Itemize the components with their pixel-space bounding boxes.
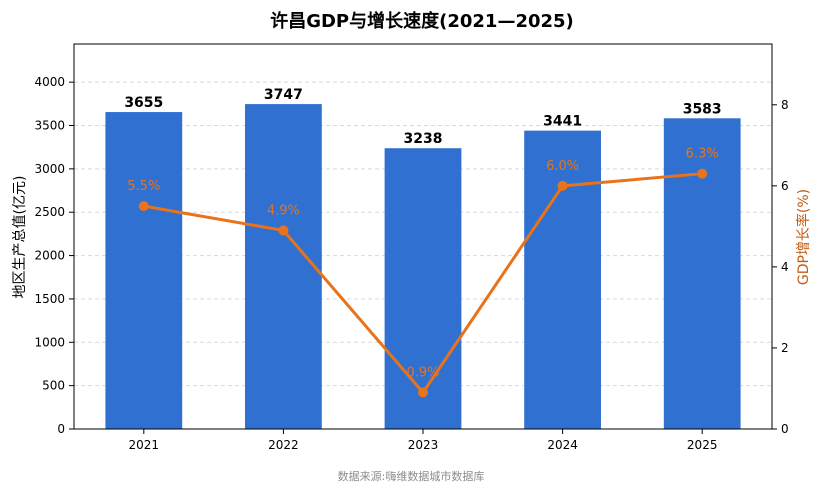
y-axis-label-left: 地区生产总值(亿元) (12, 176, 28, 299)
growth-value-label: 6.0% (546, 159, 579, 174)
chart-title: 许昌GDP与增长速度(2021—2025) (270, 10, 574, 32)
y-tick-label-left: 2500 (34, 205, 65, 219)
bar (384, 148, 462, 429)
y-axis-label-right: GDP增长率(%) (795, 189, 812, 285)
x-tick-label: 2024 (547, 438, 578, 452)
growth-point (697, 168, 708, 179)
bar-value-label: 3441 (543, 114, 582, 130)
bar (663, 118, 741, 429)
growth-point (418, 387, 428, 398)
right-y-axis: 0 2 4 6 8 (772, 98, 789, 436)
growth-point (278, 225, 289, 236)
growth-point (557, 180, 568, 191)
y-tick-label-right: 2 (781, 341, 789, 355)
bar (105, 112, 183, 429)
bar (524, 130, 601, 429)
y-tick-label-right: 0 (781, 422, 789, 436)
source-note: 数据来源:嗨维数据城市数据库 (338, 469, 485, 483)
bar-value-label: 3655 (124, 95, 163, 111)
y-tick-label-left: 3000 (34, 162, 65, 176)
gridlines (74, 81, 772, 387)
left-y-axis: 0 500 1000 1500 2000 2500 3000 3500 4000 (34, 75, 74, 436)
x-tick-label: 2025 (687, 438, 718, 452)
bar (245, 104, 322, 429)
growth-value-label: 5.5% (127, 179, 160, 194)
bar-value-label: 3583 (683, 101, 722, 117)
bar-value-label: 3238 (404, 131, 443, 147)
x-tick-label: 2021 (129, 438, 160, 452)
y-tick-label-right: 8 (781, 98, 789, 112)
y-tick-label-left: 500 (42, 379, 65, 393)
growth-line-series: 5.5% 4.9% 0.9% 6.0% 6.3% (127, 147, 719, 398)
bar-value-label: 3747 (264, 87, 303, 103)
y-tick-label-left: 3500 (34, 119, 65, 133)
y-tick-label-left: 0 (57, 422, 65, 436)
y-tick-label-left: 1000 (34, 335, 65, 349)
x-axis: 2021 2022 2023 2024 2025 (129, 429, 718, 452)
y-tick-label-right: 4 (781, 260, 789, 274)
x-tick-label: 2022 (268, 438, 299, 452)
growth-value-label: 4.9% (267, 203, 300, 218)
y-tick-label-left: 1500 (34, 292, 65, 306)
y-tick-label-right: 6 (781, 179, 789, 193)
growth-point (138, 201, 149, 212)
growth-value-label: 6.3% (686, 147, 719, 162)
x-tick-label: 2023 (408, 438, 439, 452)
growth-value-label: 0.9% (406, 366, 439, 381)
bar-series: 3655 3747 3238 3441 3583 (105, 87, 741, 429)
y-tick-label-left: 4000 (34, 75, 65, 89)
y-tick-label-left: 2000 (34, 249, 65, 263)
